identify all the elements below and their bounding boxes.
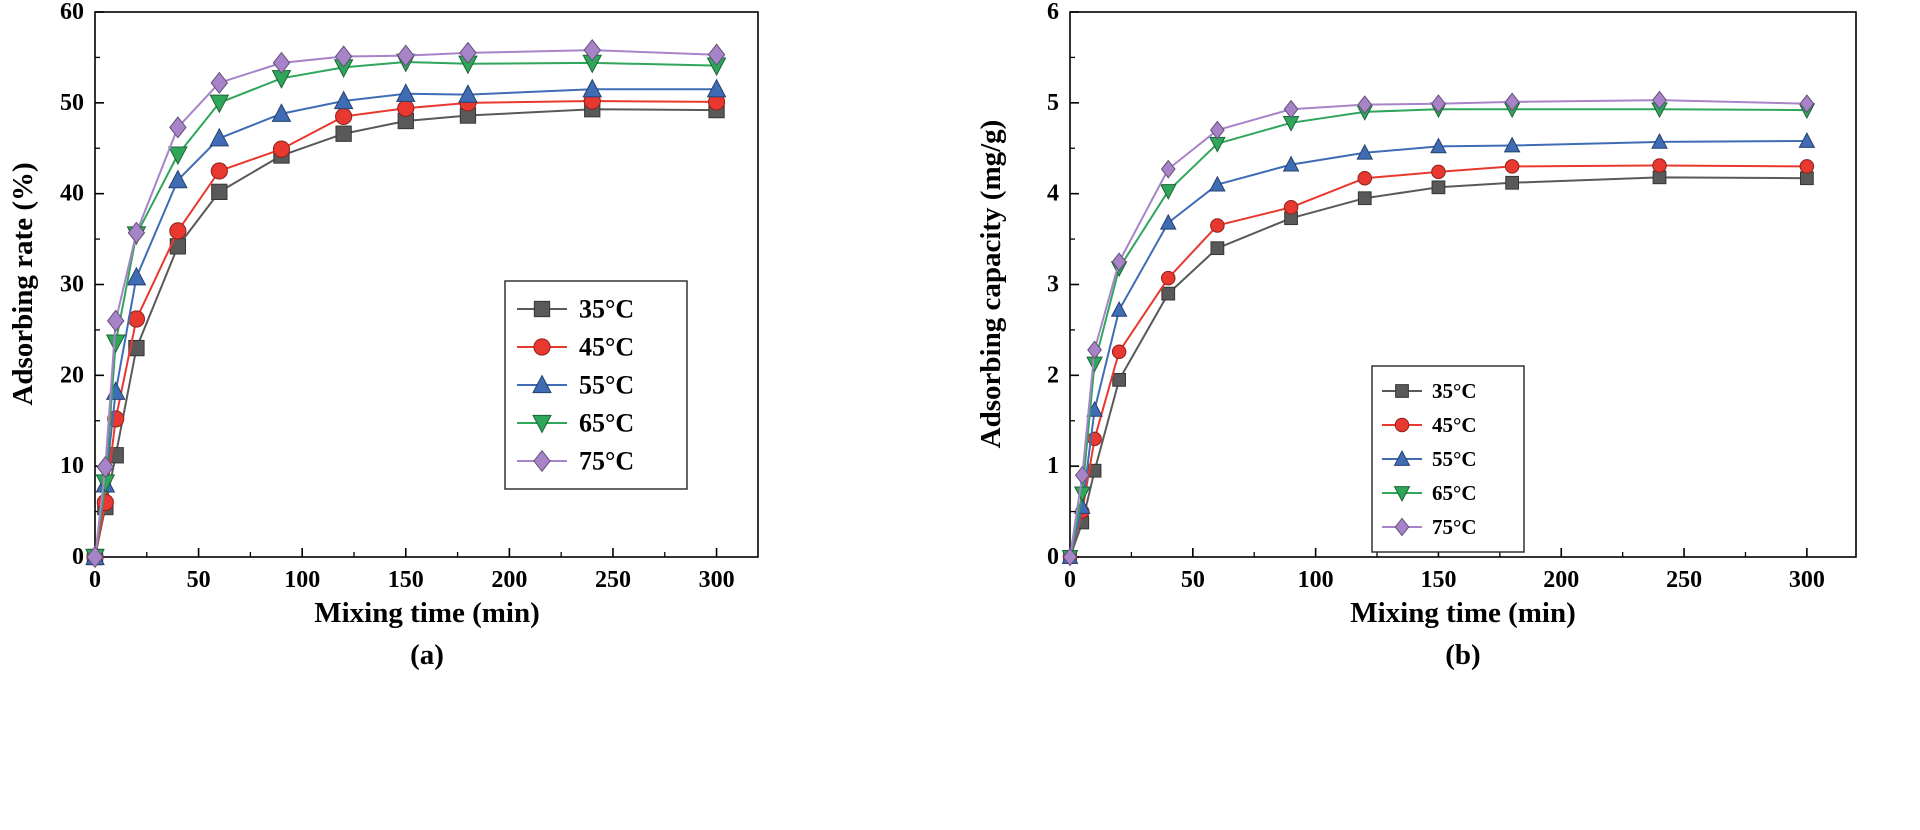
chart-b-xlabel: Mixing time (min) — [1350, 597, 1576, 629]
svg-text:300: 300 — [699, 567, 735, 593]
svg-text:100: 100 — [284, 567, 320, 593]
svg-text:35°C: 35°C — [579, 295, 634, 324]
svg-text:65°C: 65°C — [1432, 481, 1477, 505]
svg-text:0: 0 — [89, 567, 101, 593]
svg-text:55°C: 55°C — [1432, 447, 1477, 471]
svg-text:10: 10 — [60, 453, 84, 479]
chart-b-generated: 0 50 100 150 200 250 300 0 1 2 3 4 5 6 35°C 45°C 55°C 65°… — [1047, 0, 1857, 593]
svg-text:50: 50 — [60, 90, 84, 116]
legend: 35°C 45°C 55°C 65°C 75°C — [504, 280, 688, 490]
svg-text:55°C: 55°C — [579, 371, 634, 400]
svg-text:20: 20 — [60, 362, 84, 388]
series-45°C — [1062, 158, 1815, 565]
y-axis: 0 1 2 3 4 5 6 — [1047, 0, 1079, 570]
chart-a-ylabel: Adsorbing rate (%) — [7, 162, 39, 405]
svg-text:50: 50 — [187, 567, 211, 593]
svg-text:45°C: 45°C — [579, 333, 634, 362]
svg-text:65°C: 65°C — [579, 409, 634, 438]
series-55°C — [1061, 132, 1816, 564]
svg-text:4: 4 — [1047, 181, 1059, 207]
svg-text:2: 2 — [1047, 362, 1059, 388]
svg-text:100: 100 — [1298, 567, 1334, 593]
chart-b: 0 50 100 150 200 250 300 0 1 2 3 4 5 6 35°C 45°C 55°C 65°… — [960, 0, 1920, 830]
chart-a: 0 50 100 150 200 250 300 0 10 20 30 40 50 60 35°C 45°C 5… — [7, 0, 759, 671]
svg-text:30: 30 — [60, 272, 84, 298]
svg-text:150: 150 — [1420, 567, 1456, 593]
svg-text:6: 6 — [1047, 0, 1059, 25]
series-75°C — [1062, 90, 1815, 567]
svg-text:0: 0 — [1047, 544, 1059, 570]
chart-b-ylabel: Adsorbing capacity (mg/g) — [975, 120, 1007, 449]
chart-a-canvas: 0 50 100 150 200 250 300 0 10 20 30 40 50 60 35°C 45°C 5… — [7, 0, 759, 671]
chart-a-xlabel: Mixing time (min) — [314, 597, 540, 629]
svg-text:3: 3 — [1047, 272, 1059, 298]
x-axis: 0 50 100 150 200 250 300 — [89, 548, 735, 593]
svg-text:75°C: 75°C — [1432, 515, 1477, 539]
svg-text:300: 300 — [1789, 567, 1825, 593]
legend: 35°C 45°C 55°C 65°C 75°C — [1371, 365, 1525, 553]
svg-text:150: 150 — [388, 567, 424, 593]
svg-text:0: 0 — [72, 544, 84, 570]
chart-a-sublabel: (a) — [410, 639, 444, 671]
svg-text:35°C: 35°C — [1432, 379, 1477, 403]
chart-b-canvas: 0 50 100 150 200 250 300 0 1 2 3 4 5 6 35°C 45°C 55°C 65°… — [975, 0, 1857, 671]
chart-b-sublabel: (b) — [1445, 639, 1480, 671]
chart-a-generated: 0 50 100 150 200 250 300 0 10 20 30 40 50 60 35°C 45°C 5… — [60, 0, 759, 593]
svg-text:0: 0 — [1064, 567, 1076, 593]
svg-text:60: 60 — [60, 0, 84, 25]
svg-text:250: 250 — [1666, 567, 1702, 593]
svg-text:5: 5 — [1047, 90, 1059, 116]
svg-text:50: 50 — [1181, 567, 1205, 593]
series-75°C — [86, 38, 726, 569]
svg-text:45°C: 45°C — [1432, 413, 1477, 437]
svg-text:200: 200 — [1543, 567, 1579, 593]
svg-text:250: 250 — [595, 567, 631, 593]
y-axis: 0 10 20 30 40 50 60 — [60, 0, 104, 570]
svg-text:75°C: 75°C — [579, 447, 634, 476]
svg-text:200: 200 — [491, 567, 527, 593]
svg-text:40: 40 — [60, 181, 84, 207]
x-axis: 0 50 100 150 200 250 300 — [1064, 548, 1825, 593]
svg-text:1: 1 — [1047, 453, 1059, 479]
